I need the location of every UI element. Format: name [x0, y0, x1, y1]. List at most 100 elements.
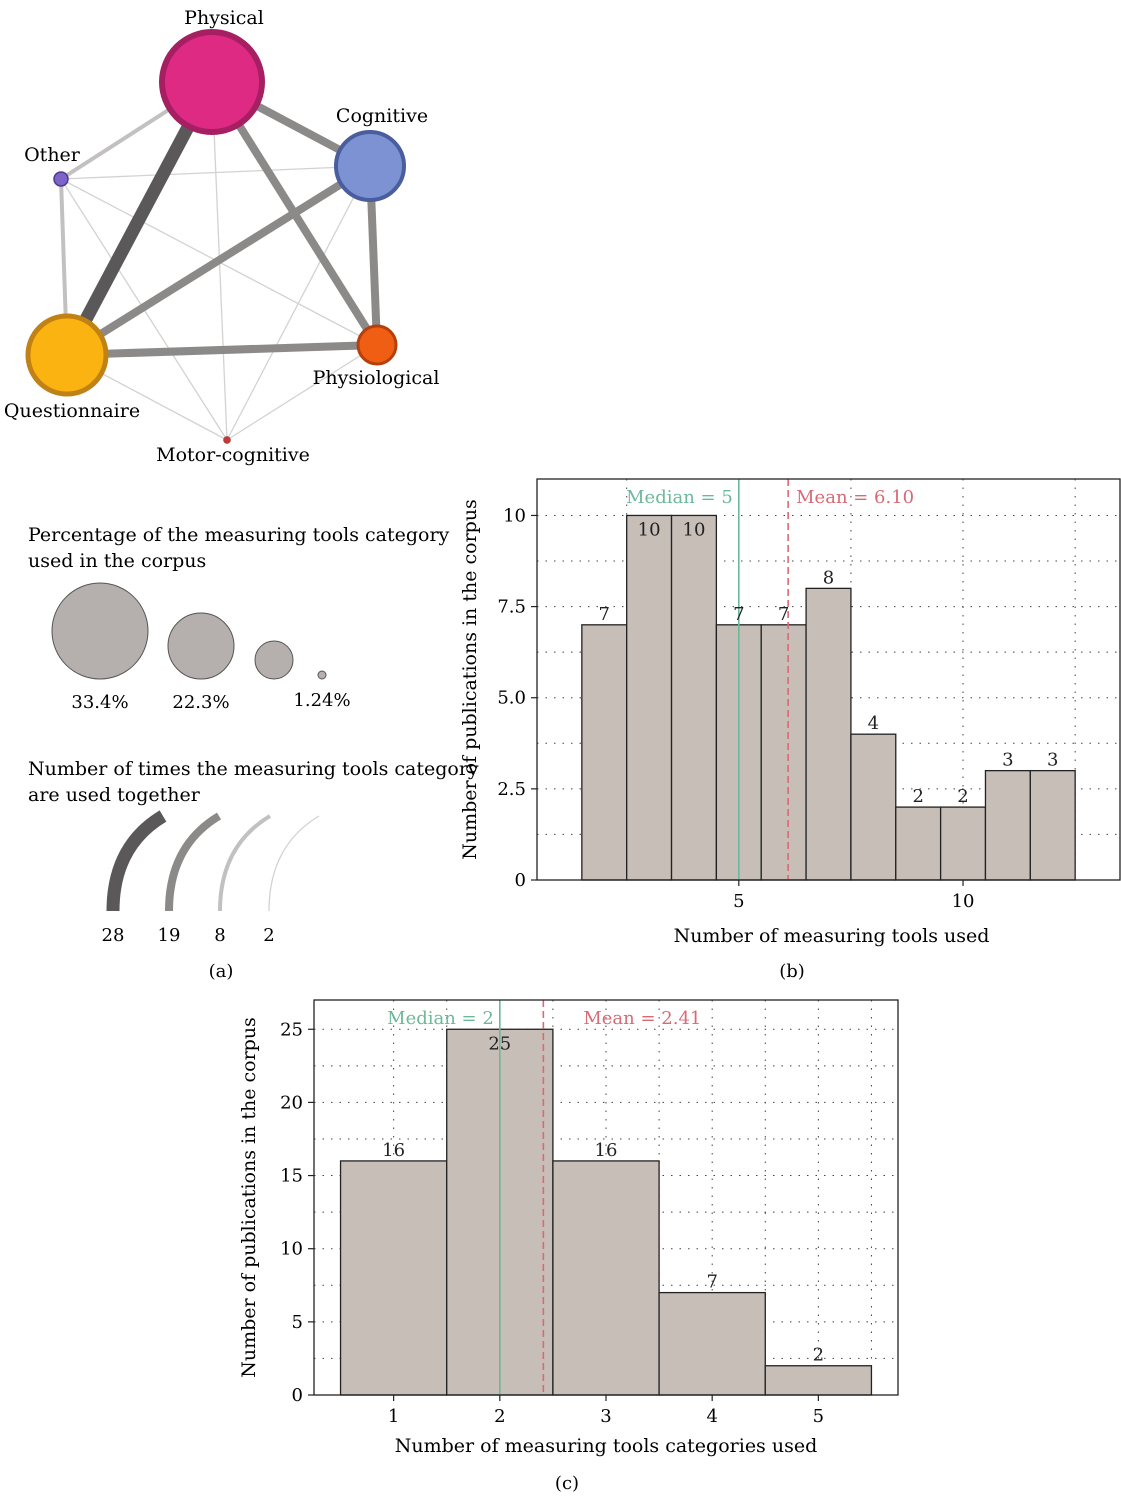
width-legend-title-line1: Number of times the measuring tools cate…	[28, 758, 479, 780]
node-physical	[159, 29, 265, 135]
width-legend-label: 28	[102, 925, 125, 946]
mean-label: Mean = 2.41	[583, 1008, 701, 1029]
bar-value-label: 8	[823, 567, 834, 588]
chart-b: 7 10 10 7 7 8 4 2 2 3 3 Median = 5 Mean = 6.10 0 2.5 5.…	[459, 478, 1121, 947]
bar-value-label: 10	[683, 519, 706, 540]
bar-labels: 7 10 10 7 7 8 4 2 2 3 3	[599, 519, 1059, 807]
node-label-questionnaire: Questionnaire	[4, 400, 140, 422]
x-axis-label: Number of measuring tools used	[674, 925, 990, 947]
edge-physiological-motor_cognitive	[226, 344, 378, 441]
ticks: 0 5 10 15 20 25 1 2 3 4 5	[280, 1019, 824, 1427]
x-tick-label: 4	[706, 1406, 717, 1427]
node-cognitive	[334, 130, 406, 202]
width-legend-label: 8	[214, 925, 225, 946]
node-motor_cognitive	[223, 436, 231, 444]
bar-value-label: 3	[1002, 750, 1013, 771]
size-legend: Percentage of the measuring tools catego…	[28, 524, 450, 713]
x-axis-label: Number of measuring tools categories use…	[395, 1435, 818, 1457]
bar-value-label: 2	[957, 786, 968, 807]
bar-value-label: 10	[638, 519, 661, 540]
bar	[1029, 769, 1076, 881]
y-tick-label: 10	[280, 1239, 303, 1260]
median-label: Median = 2	[387, 1008, 494, 1029]
width-legend-arc	[165, 812, 222, 912]
size-legend-label: 1.24%	[293, 690, 350, 711]
size-legend-label: 33.4%	[71, 692, 128, 713]
bar	[552, 1160, 660, 1396]
size-legend-title-line1: Percentage of the measuring tools catego…	[28, 524, 450, 546]
x-tick-label: 5	[813, 1406, 824, 1427]
panel-label-a: (a)	[209, 961, 234, 982]
bar-value-label: 7	[706, 1272, 717, 1293]
width-legend-items: 28 19 8 2	[102, 810, 320, 946]
y-axis-label: Number of publications in the corpus	[459, 499, 481, 860]
y-tick-label: 2.5	[497, 779, 526, 800]
bar	[984, 769, 1031, 881]
y-tick-label: 0	[515, 870, 526, 891]
network-nodes	[25, 29, 406, 444]
width-legend-label: 2	[263, 925, 274, 946]
bar-value-label: 25	[488, 1033, 511, 1054]
y-tick-label: 0	[292, 1385, 303, 1406]
bar-value-label: 16	[595, 1140, 618, 1161]
y-tick-label: 20	[280, 1092, 303, 1113]
bar	[760, 624, 807, 881]
y-tick-label: 5	[292, 1312, 303, 1333]
bar-value-label: 7	[778, 604, 789, 625]
y-tick-label: 15	[280, 1166, 303, 1187]
x-tick-label: 1	[388, 1406, 399, 1427]
y-tick-label: 25	[280, 1019, 303, 1040]
size-legend-title-line2: used in the corpus	[28, 550, 206, 572]
node-label-physiological: Physiological	[313, 367, 440, 389]
mean-label: Mean = 6.10	[796, 487, 914, 508]
edge-cognitive-motor_cognitive	[226, 165, 371, 441]
width-legend-title-line2: are used together	[28, 784, 201, 806]
node-questionnaire	[25, 313, 109, 397]
width-legend-arc	[268, 815, 320, 912]
size-legend-circle	[254, 640, 294, 680]
node-other	[53, 171, 69, 187]
panel-label-c: (c)	[555, 1473, 579, 1494]
bar-value-label: 3	[1047, 750, 1058, 771]
size-legend-items: 33.4% 22.3% 1.24%	[51, 582, 351, 713]
x-tick-label: 3	[600, 1406, 611, 1427]
bar	[658, 1291, 766, 1396]
network-labels: Physical Cognitive Other Physiological Quest…	[4, 7, 440, 466]
width-legend-arc	[218, 814, 272, 912]
width-legend-arc	[106, 810, 167, 912]
bar-value-label: 7	[599, 604, 610, 625]
bar	[895, 806, 942, 881]
x-tick-label: 10	[952, 891, 975, 912]
y-tick-label: 7.5	[497, 597, 526, 618]
bar-value-label: 4	[868, 713, 879, 734]
size-legend-label: 22.3%	[172, 692, 229, 713]
node-label-motor_cognitive: Motor-cognitive	[156, 444, 310, 466]
edge-cognitive-questionnaire	[64, 162, 373, 359]
y-tick-label: 5.0	[497, 688, 526, 709]
bar	[850, 733, 897, 881]
size-legend-circle	[317, 670, 327, 680]
bar-value-label: 2	[813, 1345, 824, 1366]
node-label-cognitive: Cognitive	[336, 105, 428, 127]
bar	[670, 514, 718, 881]
panel-label-b: (b)	[779, 961, 805, 982]
bar	[764, 1365, 873, 1396]
bar	[805, 587, 852, 881]
bars	[339, 1028, 873, 1396]
bar-value-label: 2	[912, 786, 923, 807]
size-legend-circle	[167, 612, 235, 680]
y-axis-label: Number of publications in the corpus	[238, 1017, 260, 1378]
node-label-other: Other	[24, 144, 81, 166]
x-tick-label: 5	[733, 891, 744, 912]
y-tick-label: 10	[503, 505, 526, 526]
bar-value-label: 16	[382, 1140, 405, 1161]
edge-questionnaire-physiological	[66, 341, 378, 359]
median-label: Median = 5	[626, 487, 733, 508]
bar	[939, 806, 987, 881]
ticks: 0 2.5 5.0 7.5 10 5 10	[497, 505, 974, 912]
size-legend-circle	[51, 582, 149, 680]
bar-labels: 16 25 16 7 2	[382, 1033, 824, 1365]
width-legend-label: 19	[158, 925, 181, 946]
node-physiological	[356, 324, 398, 366]
